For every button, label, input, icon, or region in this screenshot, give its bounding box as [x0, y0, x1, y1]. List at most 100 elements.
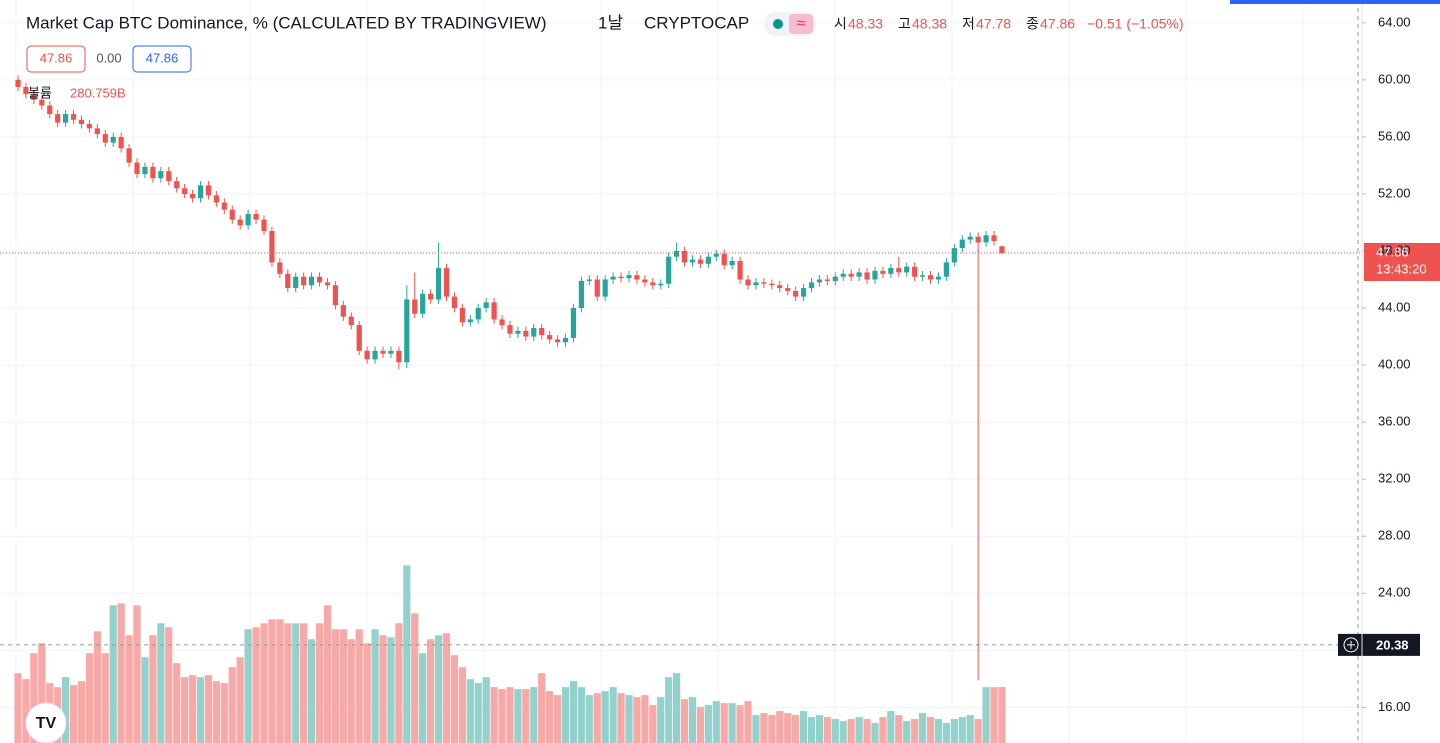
volume-bar [339, 629, 347, 743]
candle-body [943, 262, 949, 277]
candle-body [396, 350, 402, 363]
ohlc-value: 48.38 [912, 16, 947, 32]
volume-bar [474, 683, 482, 743]
volume-bar [22, 679, 30, 743]
candle-body [872, 270, 878, 280]
volume-bar [680, 699, 689, 743]
candle-body [578, 280, 584, 309]
volume-bar [77, 681, 86, 743]
volume-bar [673, 673, 681, 743]
candle-body [404, 299, 410, 363]
ask-box[interactable] [132, 45, 192, 73]
ohlc-value: 48.33 [848, 16, 883, 32]
candle-body [285, 273, 291, 289]
volume-bar [522, 689, 530, 743]
candle-body [301, 276, 307, 286]
candle-body [213, 195, 219, 203]
candle-body [102, 134, 108, 143]
candle-body [967, 236, 973, 240]
volume-bar [974, 719, 982, 743]
candle-body [142, 166, 148, 174]
candle-body [808, 282, 815, 289]
y-tick-label: 44.00 [1378, 299, 1411, 314]
volume-bar [204, 675, 213, 743]
candle-body [324, 282, 331, 286]
volume-bar [665, 677, 673, 743]
volume-bar [236, 657, 244, 743]
candle-body [531, 328, 537, 337]
candle-layer [15, 75, 1005, 681]
candle-body [348, 316, 354, 326]
candle-body [364, 350, 370, 360]
volume-bar [657, 697, 665, 743]
volume-bar [926, 717, 935, 743]
volume-bar [292, 623, 300, 743]
logo: TV [36, 715, 57, 732]
candle-body [705, 256, 711, 264]
y-tick-label: 16.00 [1378, 699, 1411, 714]
volume-bar [450, 655, 459, 743]
candle-body [959, 239, 965, 249]
y-tick-label: 36.00 [1378, 414, 1411, 429]
y-tick-label: 56.00 [1378, 128, 1411, 143]
volume-bar [355, 629, 363, 743]
volume-bar [934, 719, 943, 743]
candle-body [237, 219, 243, 226]
logo-bg[interactable] [25, 702, 67, 743]
candle-body [721, 253, 727, 266]
candle-body [253, 213, 259, 220]
volume-bar [633, 697, 641, 743]
volume-bar [125, 635, 133, 743]
candle-body [999, 246, 1005, 253]
candle-body [23, 86, 29, 95]
volume-bar [117, 603, 125, 743]
volume-bar [379, 635, 387, 743]
spread: 0.00 [96, 50, 121, 65]
volume-bar [807, 717, 816, 743]
status-dot [773, 19, 783, 29]
candle-body [499, 319, 505, 326]
candle-body [205, 185, 212, 196]
candle-body [618, 276, 624, 279]
interval: 1날 [598, 13, 623, 32]
candle-body [182, 188, 188, 194]
volume-bar [998, 686, 1006, 743]
candle-body [919, 275, 926, 277]
candle-body [912, 266, 918, 277]
volume-bar [815, 715, 824, 743]
candle-body [261, 219, 267, 232]
candle-body [451, 296, 458, 309]
volume-bar [966, 715, 974, 743]
candle-body [39, 99, 45, 106]
volume-bar [69, 685, 78, 743]
volume-bar [553, 695, 562, 743]
candle-body [832, 276, 838, 281]
status-badge [789, 14, 813, 34]
candle-body [848, 273, 854, 277]
volume-bar [776, 711, 784, 743]
ohlc-legend: 시 48.33 고 48.38 저 47.78 종 47.86 −0.51 (−1.05%) [834, 16, 1184, 32]
candle-body [443, 268, 450, 297]
candle-body [221, 202, 227, 210]
volume-bar [609, 687, 617, 743]
candle-body [189, 193, 196, 199]
ohlc-label: 고 [898, 16, 911, 32]
volume-bar [212, 681, 220, 743]
candle-body [666, 256, 672, 284]
candle-body [562, 337, 569, 343]
status-icon: ≈ [797, 15, 805, 32]
candle-body [745, 279, 751, 286]
y-tick-label: 20.00 [1378, 642, 1411, 657]
countdown: 13:43:20 [1376, 261, 1427, 276]
y-tick-label: 64.00 [1378, 14, 1411, 29]
y-tick-label: 48.00 [1378, 242, 1411, 257]
volume-bar [419, 653, 427, 743]
candle-body [515, 330, 521, 334]
volume-bar [942, 723, 950, 743]
volume-bar [752, 715, 760, 743]
candle-body [547, 335, 553, 340]
bid-box[interactable] [26, 45, 86, 73]
volume-bar [593, 693, 601, 743]
volume-bar [863, 719, 871, 743]
